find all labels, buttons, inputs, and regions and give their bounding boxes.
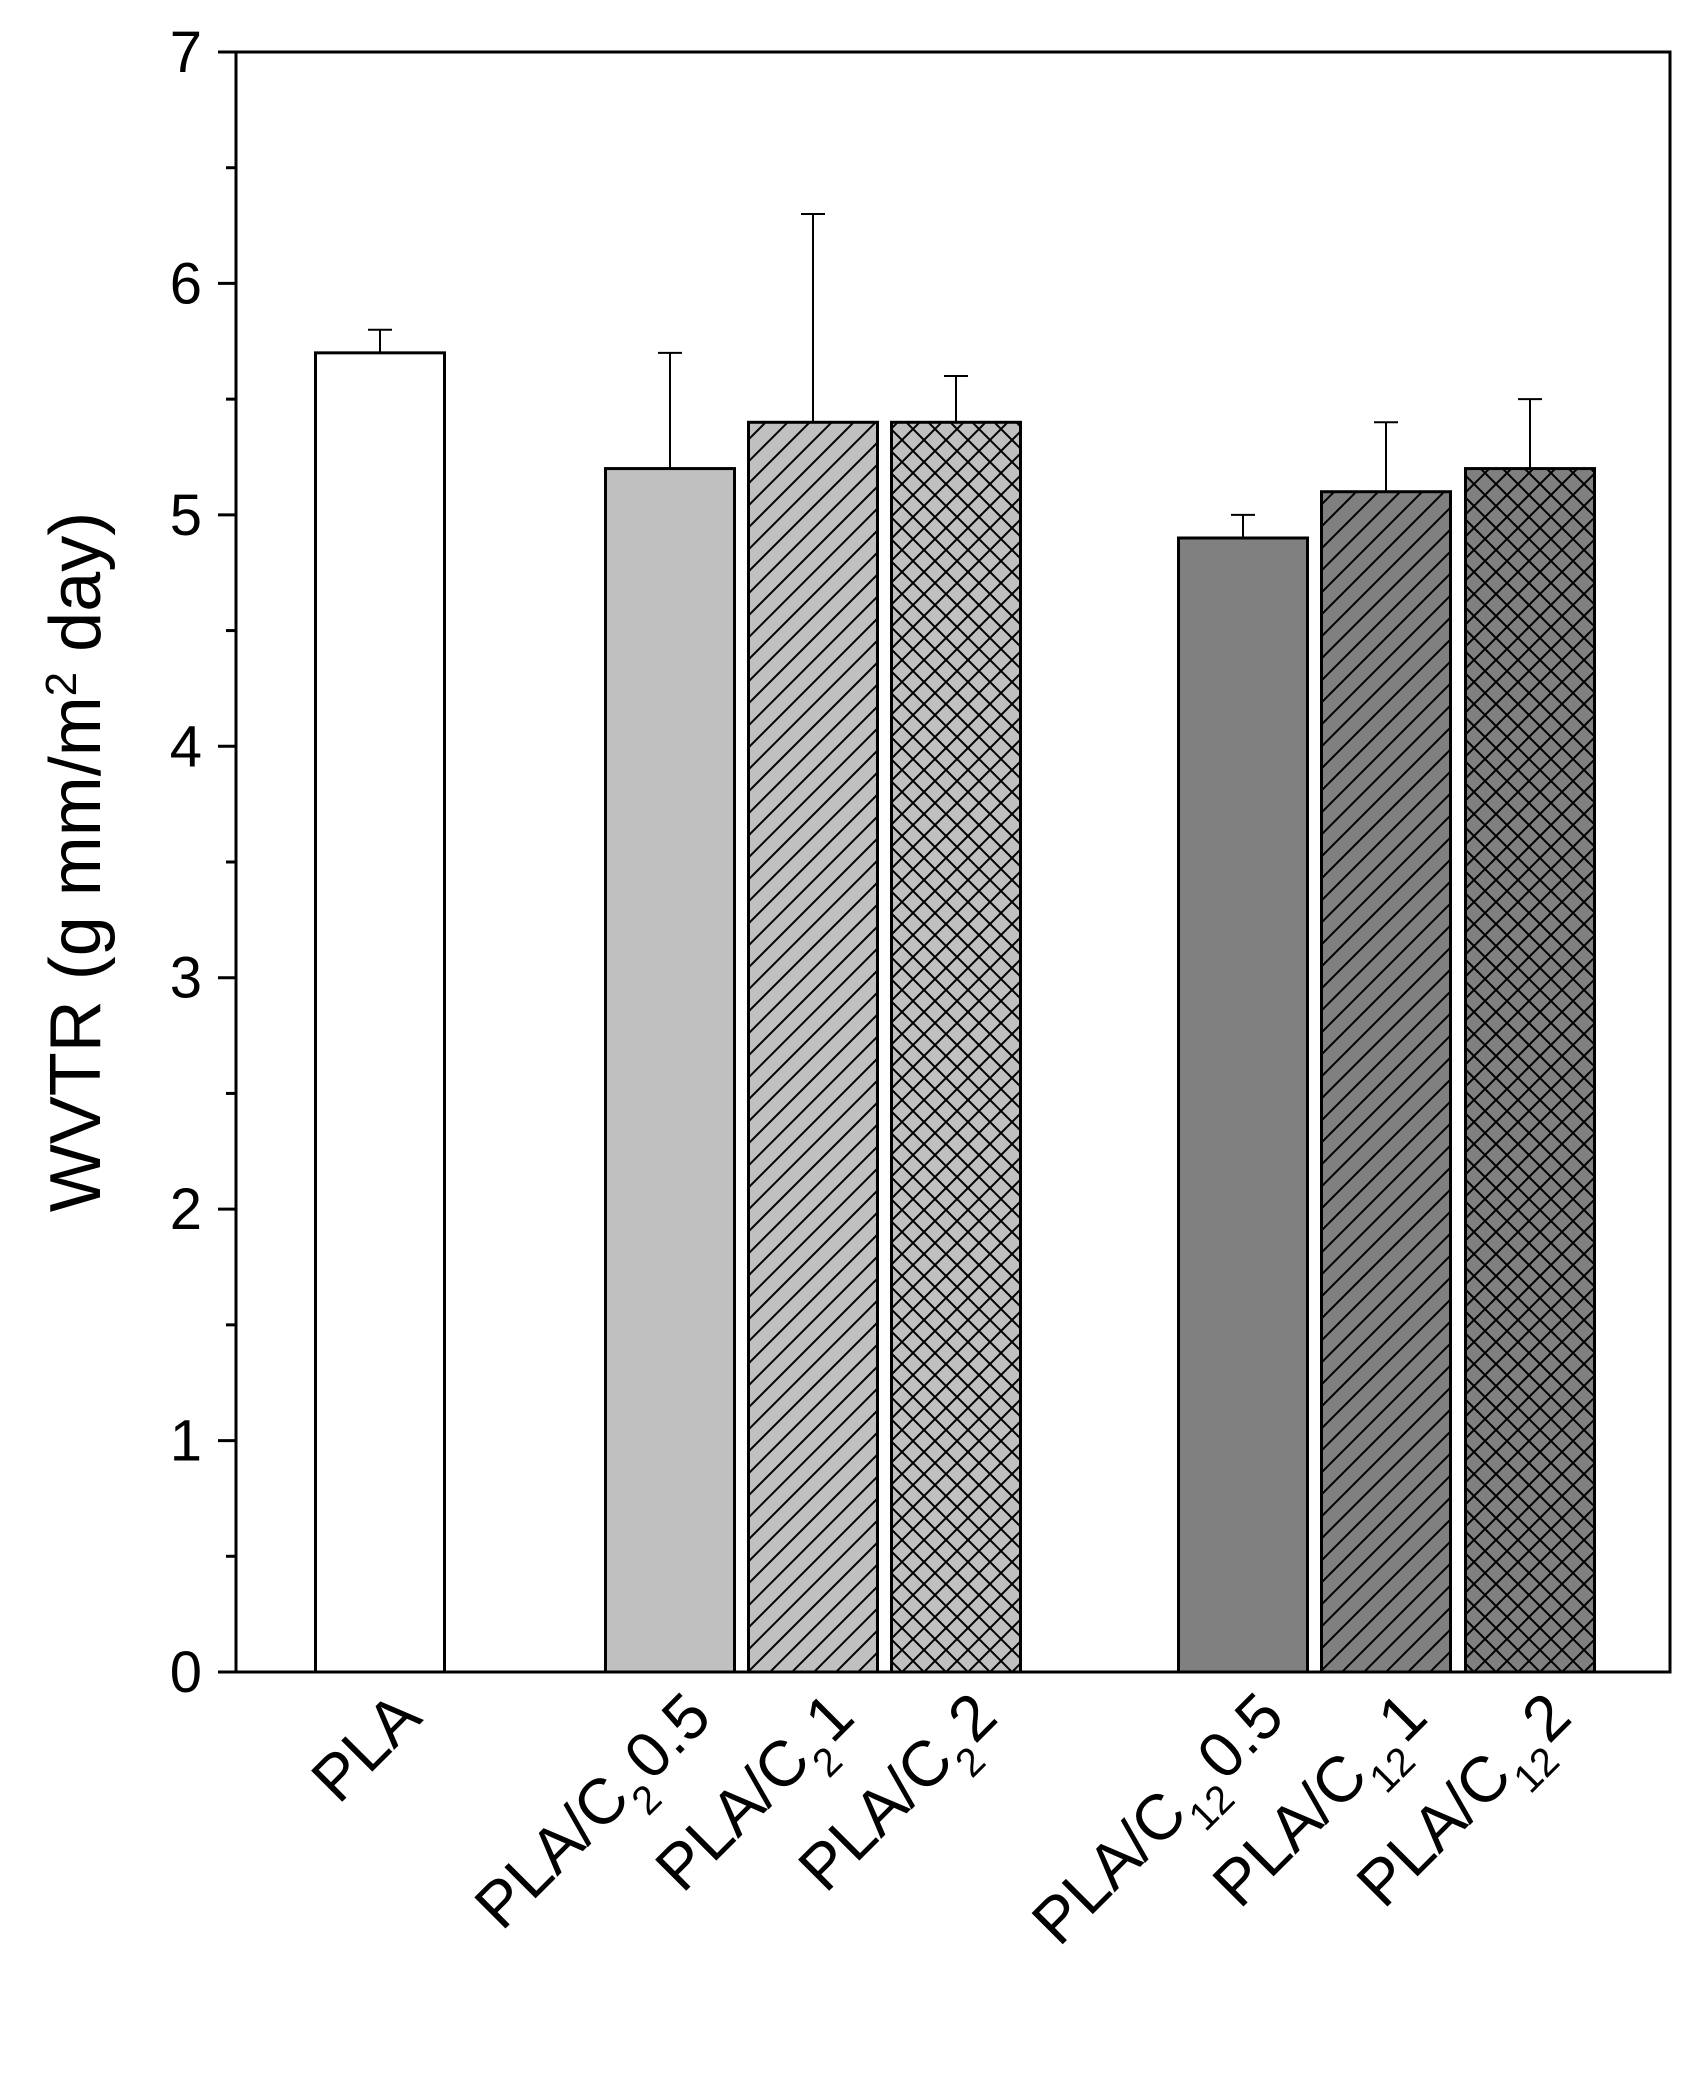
bar-3-pattern <box>748 422 878 1673</box>
y-tick-label-7: 7 <box>170 20 202 85</box>
bar-6-pattern <box>1321 491 1451 1672</box>
bar-2-fill <box>605 468 735 1673</box>
y-axis-title-superscript: 2 <box>37 672 86 696</box>
x-tick-label-1: PLA <box>297 1679 434 1816</box>
y-axis-title: WVTR (g mm/m2 day) <box>36 512 116 1212</box>
y-tick-label-5: 5 <box>170 483 202 548</box>
bar-1-fill <box>315 352 445 1672</box>
bar-4-pattern <box>891 422 1021 1673</box>
y-tick-label-6: 6 <box>170 251 202 316</box>
y-tick-label-2: 2 <box>170 1177 202 1242</box>
y-tick-label-0: 0 <box>170 1640 202 1705</box>
y-tick-label-4: 4 <box>170 714 202 779</box>
bar-7-pattern <box>1465 468 1595 1673</box>
y-axis-title-end: day) <box>36 512 116 672</box>
bar-5-fill <box>1178 538 1308 1672</box>
y-tick-label-1: 1 <box>170 1409 202 1474</box>
y-axis-title-main: WVTR (g mm/m <box>36 696 116 1212</box>
y-tick-label-3: 3 <box>170 946 202 1011</box>
